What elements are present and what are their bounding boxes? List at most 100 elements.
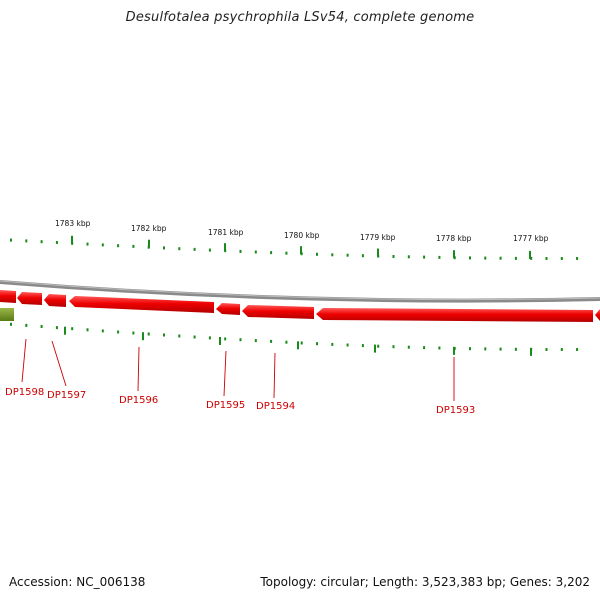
scale-major-tick (297, 341, 299, 350)
scale-tick (316, 342, 318, 346)
accession-text: Accession: NC_006138 (9, 575, 146, 589)
scale-major-tick (374, 344, 376, 353)
gene-label-DP1594: DP1594 (256, 401, 295, 412)
scale-label-1777: 1777 kbp (513, 234, 549, 243)
scale-tick (254, 250, 257, 254)
scale-labels: 1783 kbp 1782 kbp 1781 kbp 1780 kbp 1779… (55, 219, 549, 243)
scale-tick (270, 339, 273, 343)
feature-green[interactable] (0, 308, 14, 321)
scale-tick (10, 322, 12, 326)
scale-tick (147, 332, 150, 336)
scale-tick (224, 337, 227, 341)
scale-tick (499, 347, 502, 351)
scale-tick (163, 333, 165, 337)
scale-tick (55, 326, 58, 330)
scale-tick (25, 323, 28, 327)
scale-tick (560, 257, 563, 260)
scale-major-tick (529, 250, 531, 259)
scale-major-tick (377, 248, 379, 257)
gene-leader-lines (21, 338, 455, 401)
gene-DP1596[interactable] (44, 294, 66, 307)
scale-tick (208, 248, 211, 252)
genome-summary-text: Topology: circular; Length: 3,523,383 bp… (260, 575, 590, 589)
scale-tick (86, 328, 89, 332)
scale-tick (392, 255, 395, 258)
scale-tick (423, 255, 426, 259)
scale-tick (438, 255, 441, 259)
scale-tick (484, 256, 487, 260)
scale-label-1783: 1783 kbp (55, 219, 91, 228)
scale-tick (239, 338, 242, 342)
scale-major-tick (453, 250, 455, 259)
gene-label-DP1596: DP1596 (119, 395, 158, 406)
scale-tick (163, 246, 165, 250)
scale-tick (132, 331, 135, 335)
scale-tick (239, 249, 242, 253)
scale-tick (101, 329, 104, 333)
scale-major-tick (142, 332, 144, 341)
scale-tick (178, 247, 181, 251)
scale-tick (331, 253, 334, 257)
scale-tick (270, 251, 273, 255)
scale-major-tick (224, 243, 226, 252)
scale-tick (560, 348, 563, 351)
gene-label-DP1598: DP1598 (5, 387, 44, 398)
scale-tick (499, 256, 502, 260)
scale-tick (285, 251, 288, 255)
scale-tick (285, 340, 288, 344)
gene-label-DP1593: DP1593 (436, 405, 475, 416)
gene-DP1594-a[interactable] (216, 303, 240, 315)
scale-tick (208, 336, 211, 340)
gene-DP1592[interactable] (595, 309, 600, 321)
scale-tick (346, 253, 349, 257)
scale-tick (469, 347, 471, 351)
gene-labels: DP1598 DP1597 DP1596 DP1595 DP1594 DP159… (5, 387, 475, 416)
gene-DP1595[interactable] (69, 296, 214, 313)
scale-label-1781: 1781 kbp (208, 228, 244, 237)
gene-DP1594[interactable] (242, 305, 314, 319)
gene-label-DP1595: DP1595 (206, 400, 245, 411)
scale-tick (193, 247, 196, 251)
scale-tick (40, 325, 43, 328)
scale-label-1778: 1778 kbp (436, 234, 472, 243)
scale-tick (132, 244, 135, 248)
scale-tick (178, 334, 181, 338)
scale-major-tick (300, 246, 302, 255)
scale-tick (316, 252, 318, 256)
scale-tick (438, 346, 441, 350)
scale-major-tick (453, 346, 455, 355)
gene-DP1598[interactable] (0, 290, 16, 303)
outer-scale-ticks (10, 235, 579, 260)
gene-DP1597[interactable] (17, 292, 42, 305)
scale-tick (377, 344, 380, 348)
scale-tick (300, 341, 303, 345)
scale-tick (117, 244, 120, 248)
scale-tick (392, 345, 395, 349)
scale-tick (484, 347, 487, 351)
scale-tick (117, 330, 120, 334)
scale-tick (576, 257, 579, 260)
scale-tick (514, 256, 517, 260)
scale-tick (576, 348, 579, 351)
scale-tick (40, 240, 43, 244)
map-title: Desulfotalea psychrophila LSv54, complet… (125, 10, 475, 25)
scale-label-1782: 1782 kbp (131, 224, 167, 233)
scale-tick (25, 239, 28, 243)
scale-major-tick (530, 347, 532, 356)
gene-track (0, 290, 600, 322)
scale-tick (71, 327, 74, 331)
scale-tick (254, 339, 257, 343)
genome-backbone (0, 280, 600, 303)
gene-DP1593[interactable] (316, 308, 593, 322)
scale-tick (55, 241, 58, 244)
scale-major-tick (219, 337, 221, 345)
scale-tick (361, 344, 364, 348)
scale-major-tick (148, 239, 150, 248)
scale-tick (193, 335, 196, 339)
scale-tick (361, 254, 364, 258)
scale-tick (514, 347, 517, 351)
scale-label-1780: 1780 kbp (284, 231, 320, 240)
scale-tick (530, 256, 533, 260)
scale-tick (331, 342, 334, 346)
